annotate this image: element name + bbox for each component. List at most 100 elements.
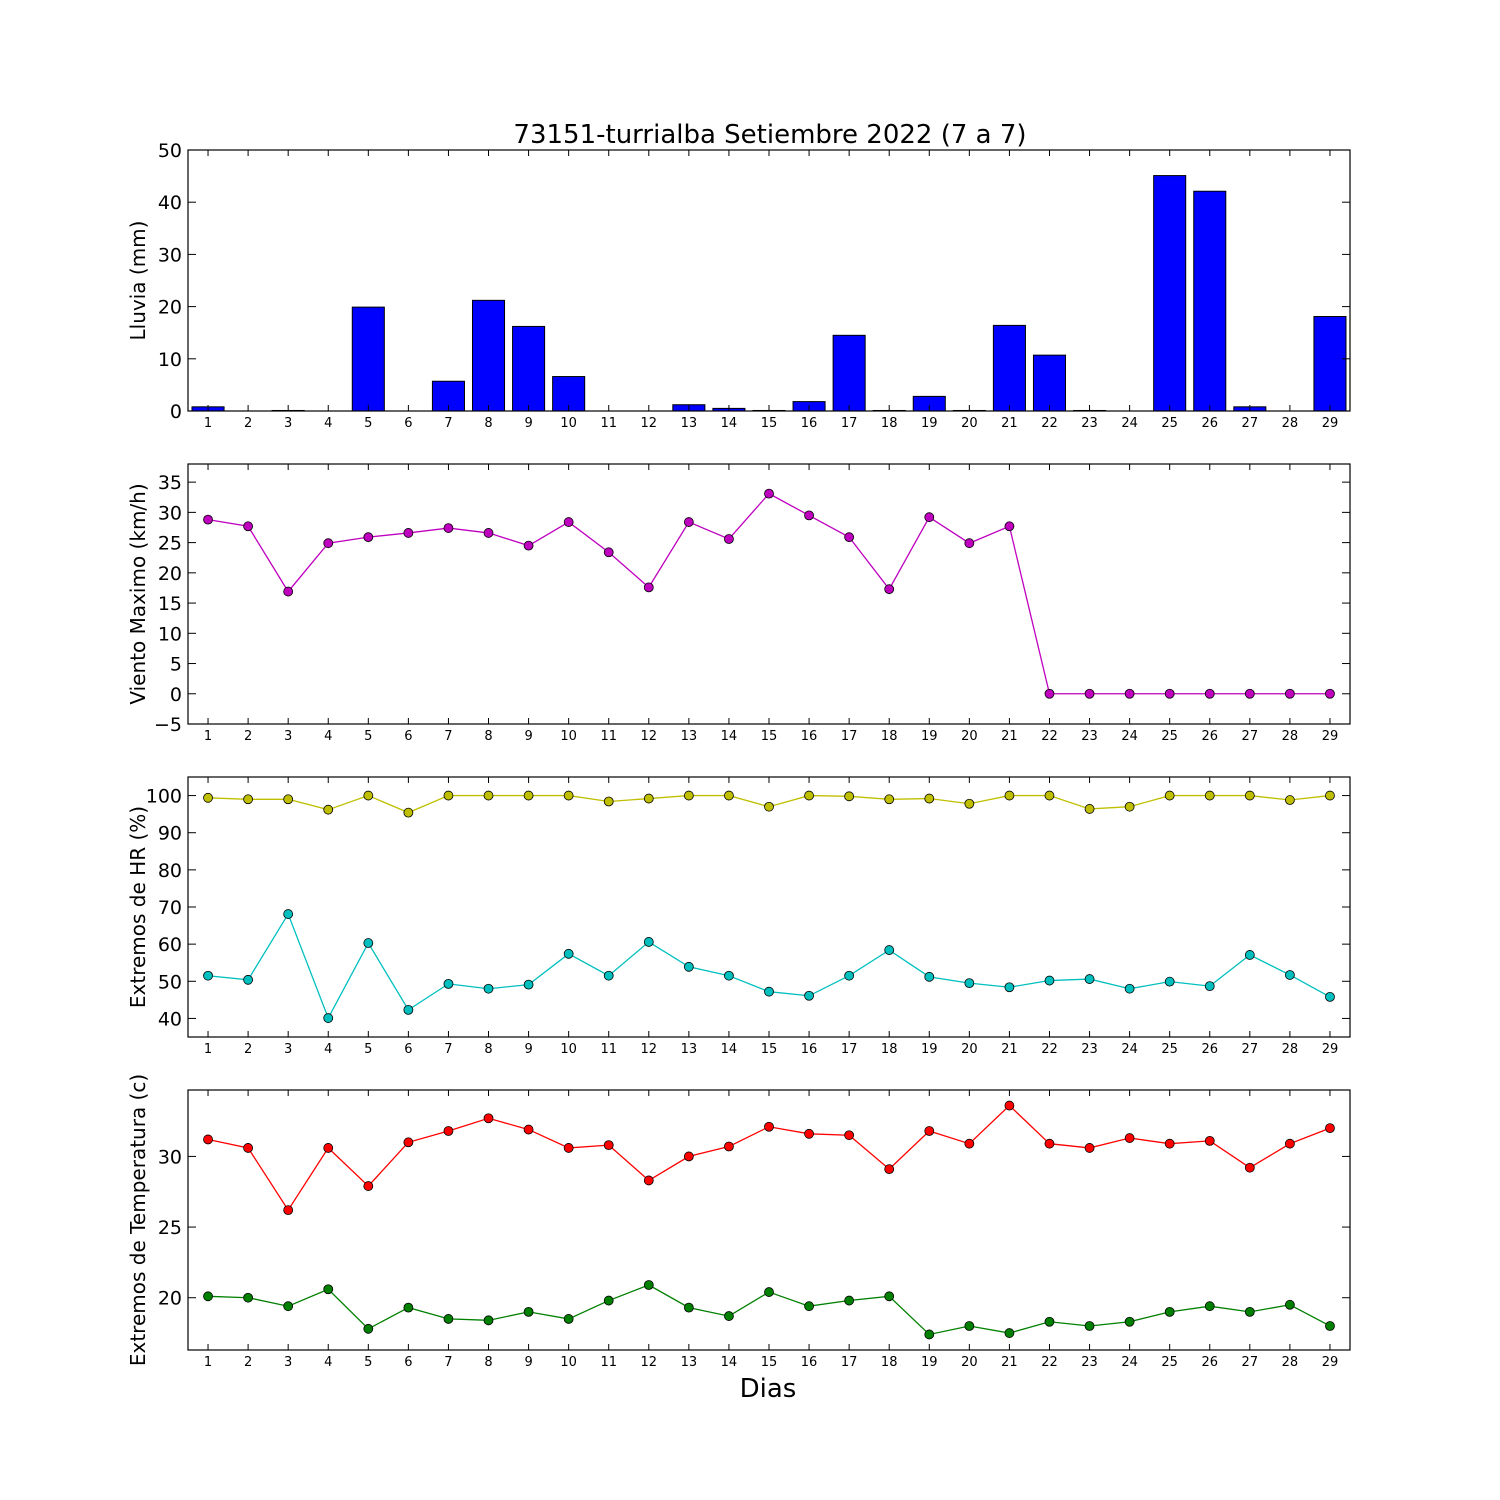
temperature-series-1-point xyxy=(724,1311,734,1321)
temperature-series-1-point xyxy=(844,1295,855,1306)
temperature-series-0-point xyxy=(403,1137,414,1148)
humidity-series-0-point xyxy=(1284,795,1295,805)
humidity-series-1-point xyxy=(683,961,694,972)
humidity-series-0-point xyxy=(1004,790,1015,801)
temperature-series-1-point xyxy=(283,1301,294,1312)
temperature-series-1-point xyxy=(1284,1299,1295,1310)
temperature-series-0-point xyxy=(203,1134,213,1145)
wind-series-0-point xyxy=(804,510,814,521)
wind-x-tick-label: 6 xyxy=(404,729,412,744)
humidity-x-tick-label: 13 xyxy=(681,1042,698,1057)
humidity-x-tick-label: 23 xyxy=(1081,1042,1098,1057)
humidity-series-0-point xyxy=(683,790,694,801)
humidity-series-0-point xyxy=(323,804,334,815)
humidity-y-tick-label: 60 xyxy=(158,934,182,956)
wind-series-0-point xyxy=(563,517,574,527)
humidity-y-tick-label: 40 xyxy=(158,1008,182,1030)
temperature-series-0-point xyxy=(363,1181,374,1191)
rain-x-tick-label: 28 xyxy=(1282,416,1299,431)
rain-x-tick-label: 21 xyxy=(1001,416,1018,431)
humidity-x-tick-label: 15 xyxy=(761,1042,778,1057)
wind-series-0-point xyxy=(1004,521,1015,532)
temperature-x-tick-label: 18 xyxy=(881,1355,898,1370)
wind-x-tick-label: 23 xyxy=(1081,729,1098,744)
humidity-series-1-point xyxy=(443,978,454,989)
rain-bar xyxy=(992,324,1026,412)
temperature-series-1-point xyxy=(884,1291,895,1302)
humidity-x-tick-label: 24 xyxy=(1121,1042,1138,1057)
rain-x-tick-label: 24 xyxy=(1121,416,1138,431)
humidity-series-0-point xyxy=(443,790,454,801)
humidity-series-1-point xyxy=(724,970,734,981)
rain-x-tick-label: 17 xyxy=(841,416,858,431)
temperature-x-tick-label: 15 xyxy=(761,1355,778,1370)
humidity-x-tick-label: 6 xyxy=(404,1042,412,1057)
rain-y-tick-label: 0 xyxy=(170,401,182,423)
wind-x-tick-label: 5 xyxy=(364,729,372,744)
rain-x-tick-label: 25 xyxy=(1161,416,1178,431)
rain-x-tick-label: 10 xyxy=(560,416,577,431)
temperature-series-0-point xyxy=(1004,1100,1015,1111)
temperature-series-1-point xyxy=(1244,1306,1255,1317)
wind-series-0-point xyxy=(283,586,294,597)
rain-x-tick-label: 26 xyxy=(1201,416,1218,431)
temperature-series-0-point xyxy=(924,1126,935,1136)
humidity-series-1-point xyxy=(483,983,494,994)
wind-series-0-point xyxy=(844,532,855,543)
wind-x-tick-label: 12 xyxy=(641,729,658,744)
wind-x-tick-label: 2 xyxy=(244,729,252,744)
wind-y-tick-label: 35 xyxy=(158,472,182,494)
temperature-series-1-point xyxy=(603,1295,614,1306)
humidity-y-tick-label: 100 xyxy=(146,786,182,808)
humidity-series-0-point xyxy=(804,790,814,801)
rain-x-tick-label: 6 xyxy=(404,416,412,431)
rain-bar xyxy=(1193,190,1227,412)
humidity-x-tick-label: 7 xyxy=(444,1042,452,1057)
rain-x-tick-label: 16 xyxy=(801,416,818,431)
temperature-series-0-point xyxy=(1164,1138,1175,1149)
rain-bar xyxy=(1032,354,1067,412)
rain-x-tick-label: 29 xyxy=(1322,416,1339,431)
humidity-x-tick-label: 16 xyxy=(801,1042,818,1057)
rain-y-tick-label: 10 xyxy=(158,349,182,371)
temperature-x-tick-label: 22 xyxy=(1041,1355,1058,1370)
humidity-x-tick-label: 10 xyxy=(560,1042,577,1057)
temperature-series-1-point xyxy=(1084,1321,1095,1331)
rain-x-tick-label: 5 xyxy=(364,416,372,431)
humidity-x-tick-label: 20 xyxy=(961,1042,978,1057)
temperature-x-tick-label: 14 xyxy=(721,1355,738,1370)
wind-y-tick-label: 20 xyxy=(158,563,182,585)
rain-x-tick-label: 20 xyxy=(961,416,978,431)
humidity-series-0-point xyxy=(1084,804,1095,814)
wind-series-0-point xyxy=(884,584,895,595)
temperature-series-0-point xyxy=(1044,1138,1055,1149)
wind-axes-frame xyxy=(187,463,1351,725)
humidity-series-1-point xyxy=(804,990,814,1001)
humidity-series-0-point xyxy=(1164,790,1175,801)
wind-y-tick-label: 30 xyxy=(158,502,182,524)
humidity-x-tick-label: 12 xyxy=(641,1042,658,1057)
humidity-series-1-point xyxy=(1004,982,1015,993)
rain-x-tick-label: 15 xyxy=(761,416,778,431)
temperature-series-0-point xyxy=(1325,1123,1335,1134)
temperature-series-1-point xyxy=(1004,1328,1015,1338)
wind-series-0-point xyxy=(964,538,975,549)
temperature-x-tick-label: 9 xyxy=(524,1355,532,1370)
rain-y-tick-label: 20 xyxy=(158,297,182,319)
rain-bar xyxy=(1153,175,1187,412)
temperature-x-tick-label: 12 xyxy=(641,1355,658,1370)
temperature-series-1-point xyxy=(443,1314,454,1324)
temperature-series-0-point xyxy=(643,1175,654,1186)
wind-y-tick-label: 25 xyxy=(158,533,182,555)
temperature-x-tick-label: 27 xyxy=(1242,1355,1259,1370)
rain-bar xyxy=(1313,316,1347,412)
temperature-x-tick-label: 16 xyxy=(801,1355,818,1370)
wind-x-tick-label: 24 xyxy=(1121,729,1138,744)
humidity-x-tick-label: 4 xyxy=(324,1042,332,1057)
temperature-series-0-point xyxy=(283,1205,294,1216)
humidity-series-0-point xyxy=(1244,790,1255,801)
humidity-series-1-point xyxy=(283,909,294,919)
wind-series-0-point xyxy=(603,547,614,558)
temperature-x-tick-label: 4 xyxy=(324,1355,332,1370)
humidity-x-tick-label: 27 xyxy=(1242,1042,1259,1057)
